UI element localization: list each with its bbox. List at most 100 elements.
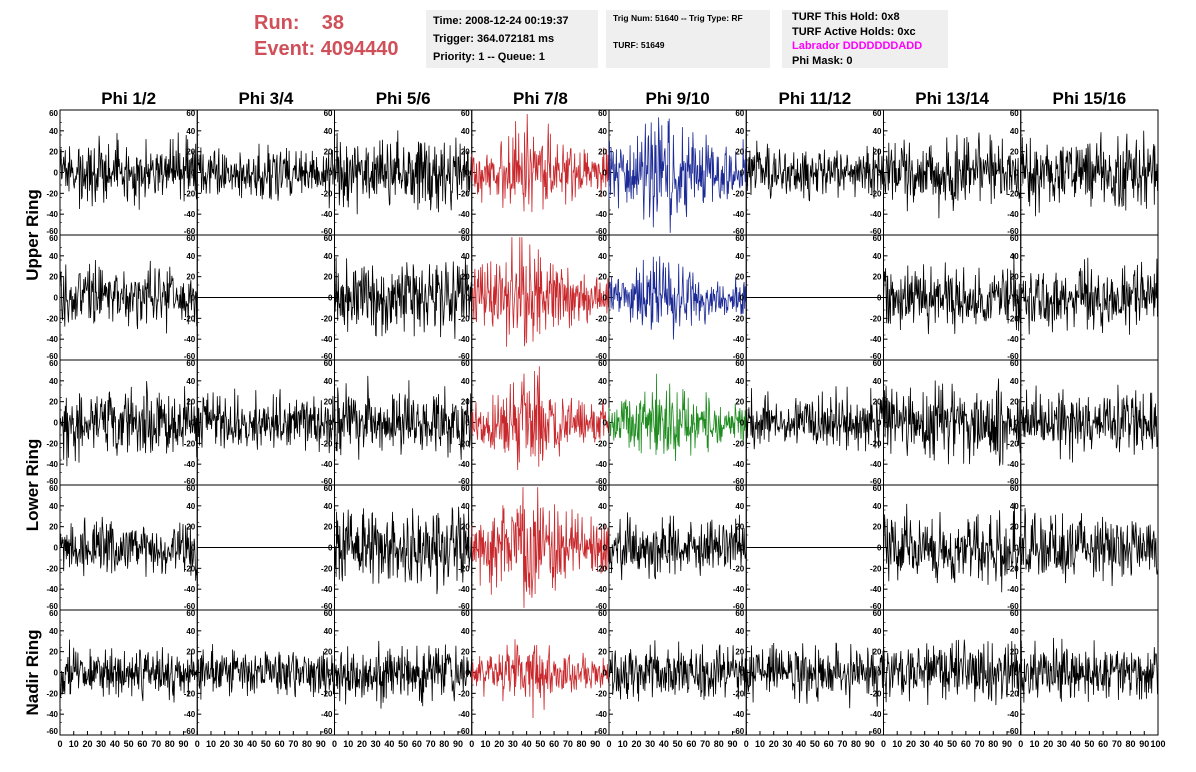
y-tick-label: -20 — [733, 189, 745, 198]
x-tick-label: 20 — [906, 739, 916, 749]
x-tick-label: 20 — [769, 739, 779, 749]
y-tick-label: -20 — [46, 439, 58, 448]
x-tick-label: 0 — [881, 739, 886, 749]
y-tick-label: 0 — [877, 419, 882, 428]
event-value: 4094440 — [320, 38, 399, 60]
y-tick-label: 40 — [598, 627, 607, 636]
priority-text: Priority: 1 -- Queue: 1 — [433, 51, 545, 63]
y-tick-label: 20 — [598, 148, 607, 157]
waveform-trace — [334, 256, 473, 339]
waveform-trace — [608, 256, 747, 340]
y-tick-label: 40 — [873, 377, 882, 386]
y-tick-label: -40 — [595, 585, 607, 594]
y-tick-label: 40 — [598, 252, 607, 261]
y-tick-label: -20 — [458, 189, 470, 198]
y-tick-label: 40 — [324, 627, 333, 636]
y-tick-label: -20 — [184, 439, 196, 448]
y-tick-label: -60 — [733, 602, 745, 611]
panel-frame — [1020, 609, 1159, 736]
x-tick-label: 40 — [659, 739, 669, 749]
x-tick-label: 50 — [124, 739, 134, 749]
y-tick-label: 0 — [465, 294, 470, 303]
y-tick-label: 20 — [598, 273, 607, 282]
waveform-trace — [59, 259, 198, 334]
y-tick-label: -60 — [458, 727, 470, 736]
y-tick-label: 60 — [49, 359, 58, 368]
y-tick-label: 20 — [461, 148, 470, 157]
waveform-trace — [471, 237, 610, 347]
x-tick-label: 10 — [343, 739, 353, 749]
x-tick-label: 40 — [522, 739, 532, 749]
y-tick-label: 60 — [1010, 609, 1019, 618]
x-tick-label: 30 — [96, 739, 106, 749]
y-tick-label: -40 — [321, 710, 333, 719]
y-tick-label: -40 — [870, 710, 882, 719]
x-tick-label: 60 — [137, 739, 147, 749]
y-tick-label: -20 — [1007, 314, 1019, 323]
y-tick-label: -40 — [184, 210, 196, 219]
y-tick-label: 20 — [186, 273, 195, 282]
y-tick-label: 20 — [873, 273, 882, 282]
y-tick-label: 0 — [1014, 169, 1019, 178]
y-tick-label: -40 — [1007, 585, 1019, 594]
y-tick-label: 0 — [328, 669, 333, 678]
y-tick-label: 40 — [49, 127, 58, 136]
y-tick-label: -60 — [321, 227, 333, 236]
y-tick-label: 0 — [740, 169, 745, 178]
y-tick-label: -20 — [595, 439, 607, 448]
x-tick-label: 40 — [933, 739, 943, 749]
y-tick-label: 60 — [735, 359, 744, 368]
y-tick-label: -20 — [870, 314, 882, 323]
y-tick-label: 40 — [735, 127, 744, 136]
x-tick-label: 0 — [469, 739, 474, 749]
y-tick-label: 0 — [191, 544, 196, 553]
y-tick-label: 40 — [186, 377, 195, 386]
turf-info-box: TURF This Hold: 0x8 TURF Active Holds: 0… — [782, 10, 948, 68]
y-tick-label: -20 — [184, 314, 196, 323]
phi-mask-text: Phi Mask: 0 — [792, 54, 853, 67]
y-tick-label: -20 — [1007, 189, 1019, 198]
column-header: Phi 13/14 — [915, 89, 989, 108]
y-tick-label: -20 — [184, 189, 196, 198]
y-tick-label: 40 — [598, 127, 607, 136]
x-tick-label: 80 — [577, 739, 587, 749]
y-tick-label: -60 — [733, 727, 745, 736]
y-tick-label: 60 — [324, 359, 333, 368]
y-tick-label: -60 — [595, 352, 607, 361]
x-tick-label: 20 — [631, 739, 641, 749]
x-tick-label: 50 — [673, 739, 683, 749]
y-tick-label: 20 — [186, 648, 195, 657]
y-tick-label: -60 — [46, 477, 58, 486]
y-tick-label: 60 — [1010, 109, 1019, 118]
y-tick-label: 60 — [1010, 234, 1019, 243]
y-tick-label: 60 — [461, 609, 470, 618]
y-tick-label: 40 — [873, 627, 882, 636]
y-tick-label: 60 — [461, 234, 470, 243]
y-tick-label: 20 — [186, 148, 195, 157]
y-tick-label: 60 — [598, 109, 607, 118]
y-tick-label: 20 — [1010, 148, 1019, 157]
y-tick-label: 20 — [49, 398, 58, 407]
y-tick-label: 40 — [186, 627, 195, 636]
x-tick-label: 60 — [412, 739, 422, 749]
y-tick-label: -60 — [458, 602, 470, 611]
waveform-trace — [883, 253, 1022, 335]
waveform-trace — [334, 640, 473, 709]
y-tick-label: 40 — [1010, 502, 1019, 511]
y-tick-label: 20 — [461, 523, 470, 532]
turf-text: TURF: 51649 — [613, 40, 665, 50]
y-tick-label: -60 — [46, 602, 58, 611]
x-tick-label: 40 — [247, 739, 257, 749]
y-tick-label: -40 — [1007, 460, 1019, 469]
y-tick-label: 0 — [191, 419, 196, 428]
y-tick-label: -60 — [184, 227, 196, 236]
y-tick-label: 40 — [49, 377, 58, 386]
y-tick-label: 0 — [740, 669, 745, 678]
y-tick-label: -40 — [184, 460, 196, 469]
y-tick-label: -40 — [733, 460, 745, 469]
y-tick-label: -60 — [184, 477, 196, 486]
x-tick-label: 50 — [261, 739, 271, 749]
y-tick-label: -60 — [595, 727, 607, 736]
column-header: Phi 5/6 — [376, 89, 431, 108]
y-tick-label: 0 — [603, 294, 608, 303]
